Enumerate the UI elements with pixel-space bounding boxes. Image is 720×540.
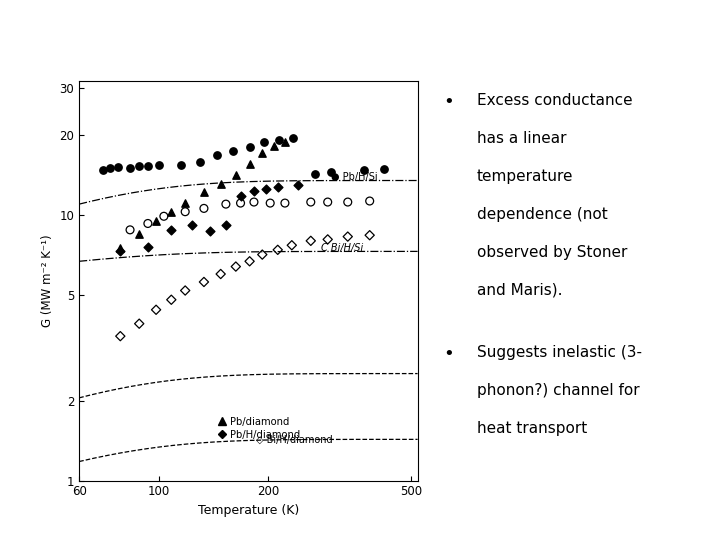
Text: •: •: [444, 345, 454, 363]
Point: [305, 237, 317, 245]
Point: [342, 232, 354, 241]
Point: [230, 170, 242, 179]
Point: [322, 235, 333, 244]
Point: [153, 161, 165, 170]
Point: [179, 207, 191, 216]
Point: [264, 199, 276, 207]
Point: [204, 227, 215, 235]
Point: [244, 143, 256, 152]
Point: [279, 199, 291, 207]
Legend: Pb/diamond, Pb/H/diamond: Pb/diamond, Pb/H/diamond: [214, 413, 305, 444]
Point: [261, 185, 272, 194]
Point: [322, 198, 333, 206]
Text: Suggests inelastic (3-: Suggests inelastic (3-: [477, 345, 642, 360]
Point: [125, 163, 136, 172]
Point: [198, 188, 210, 197]
Point: [166, 207, 177, 216]
Point: [142, 242, 153, 251]
Point: [305, 198, 317, 206]
Point: [142, 219, 153, 228]
Text: phonon?) channel for: phonon?) channel for: [477, 383, 639, 397]
Point: [269, 141, 280, 150]
Text: •: •: [444, 93, 454, 111]
Point: [364, 231, 375, 240]
Point: [215, 269, 227, 278]
Point: [158, 212, 170, 221]
Point: [133, 230, 145, 238]
Point: [279, 138, 291, 147]
Point: [272, 246, 284, 254]
Point: [186, 220, 197, 229]
Point: [227, 146, 238, 155]
Point: [325, 168, 337, 177]
Point: [235, 192, 246, 200]
Point: [256, 148, 268, 157]
Text: has a linear: has a linear: [477, 131, 567, 146]
Text: ◇ Bi/H/diamond: ◇ Bi/H/diamond: [256, 434, 332, 444]
Point: [215, 180, 227, 188]
Point: [244, 159, 256, 168]
Point: [359, 166, 370, 174]
Point: [150, 217, 162, 225]
Point: [194, 158, 206, 167]
Point: [230, 262, 242, 271]
Point: [114, 244, 126, 253]
Point: [258, 138, 270, 147]
Point: [292, 180, 304, 189]
Point: [220, 220, 232, 229]
Text: heat transport: heat transport: [477, 421, 588, 436]
X-axis label: Temperature (K): Temperature (K): [198, 504, 299, 517]
Point: [212, 151, 223, 160]
Point: [104, 164, 116, 173]
Text: ● Pb/H/Si: ● Pb/H/Si: [331, 172, 378, 182]
Text: observed by Stoner: observed by Stoner: [477, 245, 627, 260]
Point: [309, 170, 320, 178]
Point: [114, 247, 126, 256]
Point: [287, 134, 299, 143]
Point: [272, 183, 284, 191]
Text: and Maris).: and Maris).: [477, 283, 562, 298]
Point: [133, 319, 145, 328]
Point: [179, 199, 191, 207]
Point: [125, 226, 136, 234]
Point: [256, 250, 268, 259]
Point: [142, 162, 153, 171]
Point: [166, 226, 177, 234]
Point: [198, 278, 210, 286]
Point: [379, 165, 390, 173]
Point: [133, 162, 145, 171]
Point: [176, 160, 187, 169]
Point: [166, 295, 177, 304]
Point: [114, 332, 126, 341]
Text: temperature: temperature: [477, 169, 573, 184]
Text: C Bi/H/Si: C Bi/H/Si: [320, 242, 363, 253]
Point: [198, 204, 210, 213]
Point: [274, 136, 285, 144]
Point: [342, 198, 354, 206]
Point: [235, 199, 246, 207]
Point: [112, 163, 124, 171]
Point: [364, 197, 375, 205]
Text: dependence (not: dependence (not: [477, 207, 608, 222]
Point: [248, 198, 260, 206]
Text: Temperature dependence of the conductance: Temperature dependence of the conductanc…: [9, 22, 547, 46]
Point: [248, 187, 260, 195]
Point: [220, 200, 232, 208]
Point: [286, 241, 297, 249]
Point: [179, 286, 191, 295]
Point: [98, 166, 109, 174]
Text: Excess conductance: Excess conductance: [477, 93, 633, 108]
Point: [150, 306, 162, 314]
Y-axis label: G (MW m⁻² K⁻¹): G (MW m⁻² K⁻¹): [41, 234, 54, 327]
Point: [244, 257, 256, 266]
